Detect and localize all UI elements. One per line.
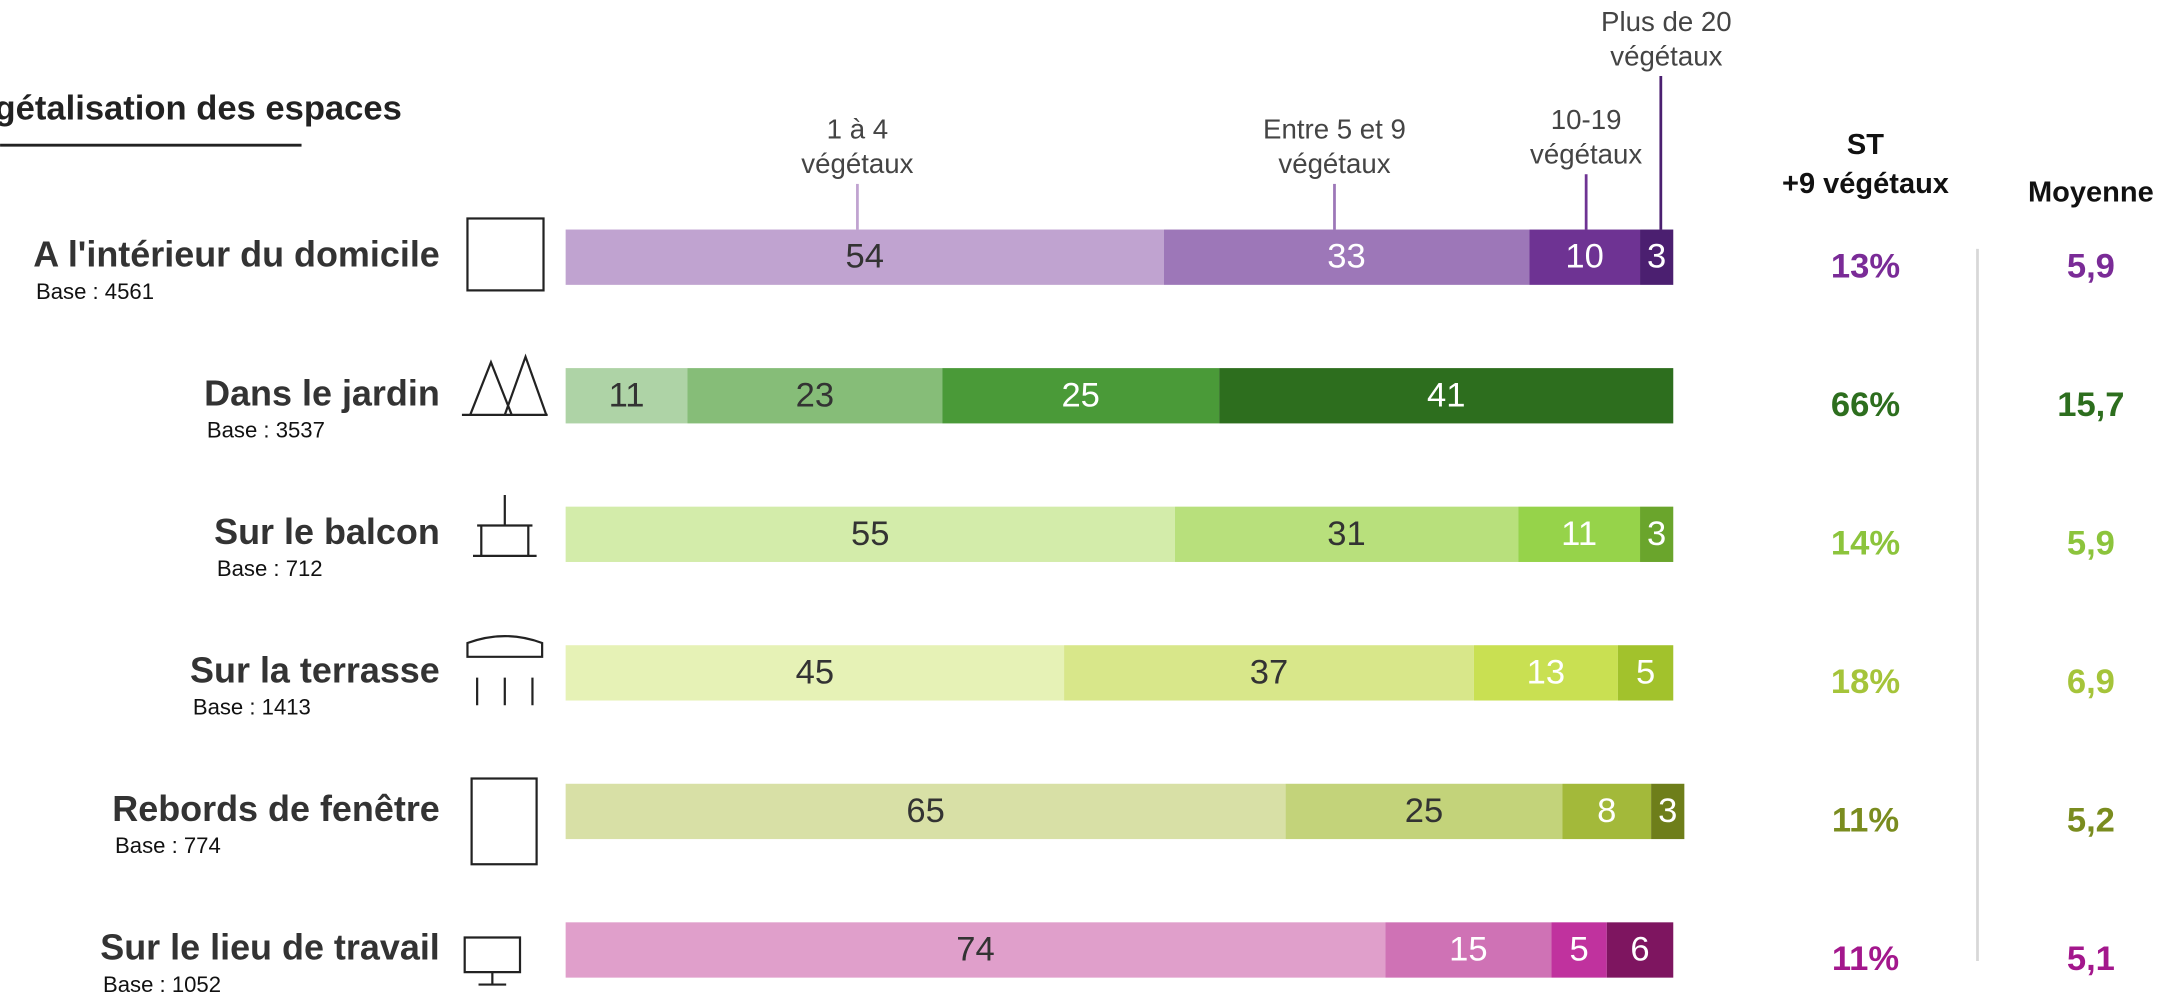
bar-segment (1174, 506, 1519, 562)
value-label: 37 (1250, 653, 1288, 691)
series-label: 1 à 4 (827, 114, 888, 145)
value-label: 25 (1061, 376, 1099, 414)
st-value: 13% (1831, 247, 1900, 285)
value-label: 33 (1327, 238, 1365, 276)
value-label: 55 (851, 515, 889, 553)
bar-segment (1651, 783, 1685, 840)
value-label: 3 (1647, 515, 1666, 553)
bar-segment (1285, 783, 1563, 840)
row-base: Base : 774 (115, 833, 221, 858)
st-value: 11% (1832, 802, 1899, 840)
icons (461, 217, 548, 986)
st-value: 14% (1831, 525, 1900, 563)
value-label: 11 (609, 376, 645, 414)
value-label: 6 (1630, 930, 1649, 968)
bar-segment (1617, 645, 1674, 701)
mean-value: 5,9 (2067, 525, 2115, 563)
value-label: 5 (1569, 930, 1588, 968)
row-base: Base : 3537 (207, 418, 325, 443)
row-base: Base : 712 (217, 556, 323, 581)
value-label: 10 (1565, 238, 1603, 276)
value-label: 13 (1527, 653, 1565, 691)
mean-header: Moyenne (2028, 176, 2154, 208)
bar-segment (1606, 922, 1674, 978)
icon-balcony (472, 495, 537, 557)
bar-segment (1518, 506, 1641, 562)
mean-value: 5,1 (2067, 940, 2115, 978)
value-label: 8 (1597, 792, 1616, 830)
mean-value: 5,2 (2067, 802, 2115, 840)
st-value: 66% (1831, 386, 1900, 424)
value-label: 25 (1405, 792, 1443, 830)
row-label: Sur le balcon (214, 511, 440, 552)
series-label: Plus de 20 (1601, 6, 1732, 37)
value-label: 5 (1636, 653, 1655, 691)
value-label: 65 (906, 792, 944, 830)
mean-value: 15,7 (2057, 386, 2124, 424)
row-label: Rebords de fenêtre (112, 788, 440, 829)
bar-segment (1064, 645, 1474, 701)
bar-segment (1562, 783, 1652, 840)
bar-segment (1640, 229, 1674, 285)
icon-work (463, 936, 522, 986)
value-label: 3 (1647, 238, 1666, 276)
st-value: 18% (1831, 663, 1900, 701)
row-base: Base : 1413 (193, 695, 311, 720)
bar-segment (942, 368, 1220, 424)
value-label: 3 (1658, 792, 1677, 830)
st-header: +9 végétaux (1782, 168, 1949, 200)
icon-home (466, 217, 545, 292)
bar-segment (565, 783, 1286, 840)
value-label: 23 (796, 376, 834, 414)
bar-segment (1529, 229, 1641, 285)
row-base: Base : 4561 (36, 279, 154, 304)
bar-segment (1385, 922, 1552, 978)
row-label: Sur le lieu de travail (100, 926, 440, 967)
mean-value: 5,9 (2067, 247, 2115, 285)
series-label: végétaux (1530, 139, 1642, 170)
value-label: 31 (1327, 515, 1365, 553)
series-label: 10-19 (1551, 104, 1622, 135)
row-label: Sur la terrasse (190, 649, 440, 690)
bar-segment (565, 506, 1175, 562)
value-label: 15 (1449, 930, 1487, 968)
series-label: végétaux (801, 148, 913, 179)
bar-segment (565, 645, 1065, 701)
bar-segment (565, 368, 688, 424)
row-label: A l'intérieur du domicile (33, 234, 440, 275)
chart-title: gétalisation des espaces (0, 90, 402, 128)
value-label: 41 (1427, 376, 1465, 414)
bar-segment (1551, 922, 1607, 978)
row-base: Base : 1052 (103, 972, 221, 997)
series-label: Entre 5 et 9 (1263, 114, 1406, 145)
bar-segment (1640, 506, 1674, 562)
icon-window (470, 777, 538, 866)
bar-segment (1163, 229, 1530, 285)
bar-segment (1219, 368, 1674, 424)
bar-segment (1473, 645, 1618, 701)
value-label: 45 (796, 653, 834, 691)
st-header: ST (1847, 129, 1884, 161)
icon-terrace (466, 635, 544, 706)
bar-segment (565, 229, 1164, 285)
bar-segment (687, 368, 943, 424)
icon-garden (461, 353, 548, 416)
series-label: végétaux (1610, 40, 1722, 71)
bar-segment (565, 922, 1386, 978)
row-label: Dans le jardin (204, 372, 440, 413)
value-label: 11 (1561, 515, 1597, 553)
st-value: 11% (1832, 940, 1899, 978)
mean-value: 6,9 (2067, 663, 2115, 701)
series-label: végétaux (1278, 148, 1390, 179)
value-label: 54 (845, 238, 883, 276)
value-label: 74 (956, 930, 994, 968)
